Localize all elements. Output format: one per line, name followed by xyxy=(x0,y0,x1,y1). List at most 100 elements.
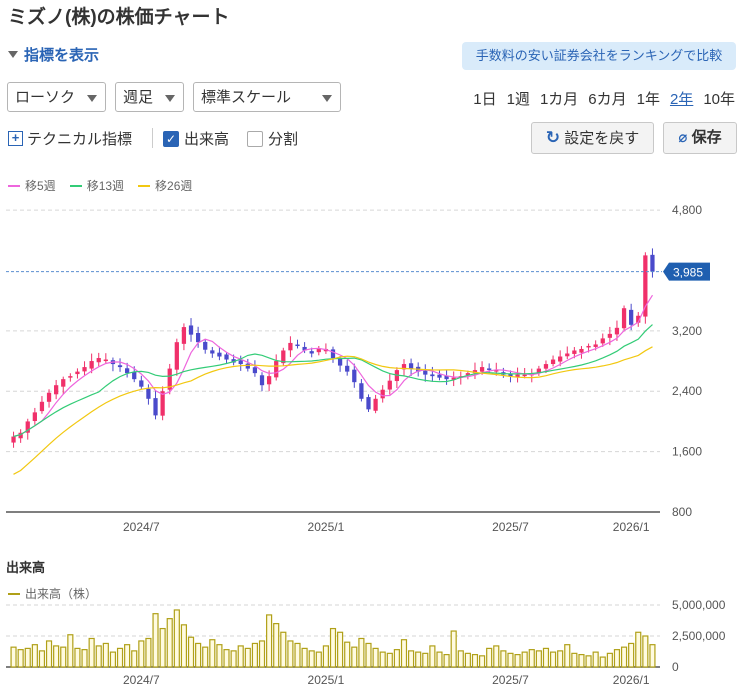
reset-settings-button[interactable]: ↻ 設定を戻す xyxy=(531,122,654,154)
split-checkbox[interactable]: 分割 xyxy=(247,128,298,149)
candle-body xyxy=(430,374,435,377)
volume-bar xyxy=(450,630,457,668)
volume-bar xyxy=(81,649,88,668)
volume-bar xyxy=(443,653,450,668)
period-2y[interactable]: 2年 xyxy=(669,91,694,108)
candle-body xyxy=(479,367,485,372)
volume-bar xyxy=(131,650,138,668)
candle-body xyxy=(437,374,442,378)
volume-bar xyxy=(351,646,358,668)
technical-indicator-button[interactable]: + テクニカル指標 xyxy=(8,128,132,149)
volume-bar xyxy=(606,652,613,668)
volume-bar xyxy=(486,647,493,668)
period-1y[interactable]: 1年 xyxy=(636,91,660,108)
period-1d[interactable]: 1日 xyxy=(473,91,497,108)
volume-checkbox[interactable]: ✓ 出来高 xyxy=(163,128,229,149)
candle-body xyxy=(472,370,478,374)
legend-label: 移26週 xyxy=(155,179,193,193)
volume-bar xyxy=(457,650,464,668)
volume-tick-label: 0 xyxy=(672,660,679,674)
broker-ranking-link[interactable]: 手数料の安い証券会社をランキングで比較 xyxy=(462,42,736,70)
volume-bar xyxy=(337,631,344,668)
volume-bar xyxy=(613,649,621,668)
legend-ma5: 移5週 xyxy=(8,177,56,194)
y-tick-label: 800 xyxy=(672,505,692,519)
candle-body xyxy=(508,373,513,377)
candle-body xyxy=(68,376,73,378)
candle-body xyxy=(366,397,371,410)
period-10y[interactable]: 10年 xyxy=(703,91,735,108)
volume-bar xyxy=(514,653,521,668)
chart-type-select[interactable]: ローソク xyxy=(7,82,106,112)
candle-body xyxy=(572,350,577,354)
volume-bar xyxy=(223,649,230,668)
volume-x-tick-label: 2026/1 xyxy=(613,673,650,687)
period-1w[interactable]: 1週 xyxy=(506,91,530,108)
candle-body xyxy=(401,364,407,370)
caret-down-icon xyxy=(8,51,18,58)
volume-bar xyxy=(535,650,542,668)
volume-bar xyxy=(557,650,564,668)
candle-body xyxy=(316,348,321,353)
interval-select[interactable]: 週足 xyxy=(115,82,184,112)
volume-bar xyxy=(578,653,585,668)
volume-bar xyxy=(564,644,571,668)
candle-body xyxy=(387,380,392,390)
volume-bar xyxy=(294,642,301,668)
volume-bar xyxy=(159,627,166,668)
period-6m[interactable]: 6カ月 xyxy=(588,91,627,108)
candle-body xyxy=(125,368,130,374)
candle-body xyxy=(18,432,23,439)
candle-body xyxy=(25,421,30,433)
candle-body xyxy=(238,360,243,365)
candle-body xyxy=(117,365,123,368)
volume-bar xyxy=(386,652,393,668)
candle-body xyxy=(288,342,293,351)
ma-legend: 移5週 移13週 移26週 xyxy=(8,177,192,194)
y-tick-label: 3,200 xyxy=(672,324,702,338)
volume-bar xyxy=(493,645,500,668)
indicator-toggle[interactable]: 指標を表示 xyxy=(8,44,99,65)
candle-body xyxy=(621,308,627,329)
volume-bar xyxy=(436,651,443,668)
candle-body xyxy=(650,254,655,272)
period-selector: 1日 1週 1カ月 6カ月 1年 2年 10年 xyxy=(463,88,735,109)
volume-bar xyxy=(507,652,514,668)
volume-bar xyxy=(152,613,159,668)
volume-bar xyxy=(464,652,471,668)
candle-body xyxy=(550,359,556,365)
scale-select[interactable]: 標準スケール xyxy=(193,82,341,112)
candle-body xyxy=(352,369,357,383)
candle-body xyxy=(224,354,229,360)
legend-swatch xyxy=(8,592,20,595)
candle-body xyxy=(614,327,620,335)
volume-bar xyxy=(173,609,180,668)
y-tick-label: 4,800 xyxy=(672,203,702,217)
candle-body xyxy=(359,383,364,399)
volume-tick-label: 2,500,000 xyxy=(672,629,726,643)
chevron-down-icon xyxy=(87,95,97,102)
technical-label: テクニカル指標 xyxy=(27,131,133,148)
candle-body xyxy=(451,377,456,380)
candle-body xyxy=(203,341,208,350)
candle-body xyxy=(600,338,605,344)
volume-bar xyxy=(429,645,436,668)
volume-bar xyxy=(258,640,266,668)
volume-bar xyxy=(209,639,216,668)
volume-bar xyxy=(642,635,649,668)
candle-body xyxy=(11,436,16,443)
candle-body xyxy=(153,398,158,416)
volume-bar xyxy=(230,650,237,668)
volume-check-label: 出来高 xyxy=(184,131,230,148)
volume-bar xyxy=(585,655,592,668)
candle-body xyxy=(444,375,449,380)
candle-body xyxy=(607,333,612,338)
period-1m[interactable]: 1カ月 xyxy=(539,91,579,108)
y-tick-label: 2,400 xyxy=(672,384,702,398)
volume-bar xyxy=(620,646,628,668)
save-button[interactable]: ⌀ 保存 xyxy=(663,122,737,154)
volume-bar xyxy=(571,652,578,668)
volume-bar xyxy=(521,651,528,668)
legend-label: 移5週 xyxy=(25,179,56,193)
